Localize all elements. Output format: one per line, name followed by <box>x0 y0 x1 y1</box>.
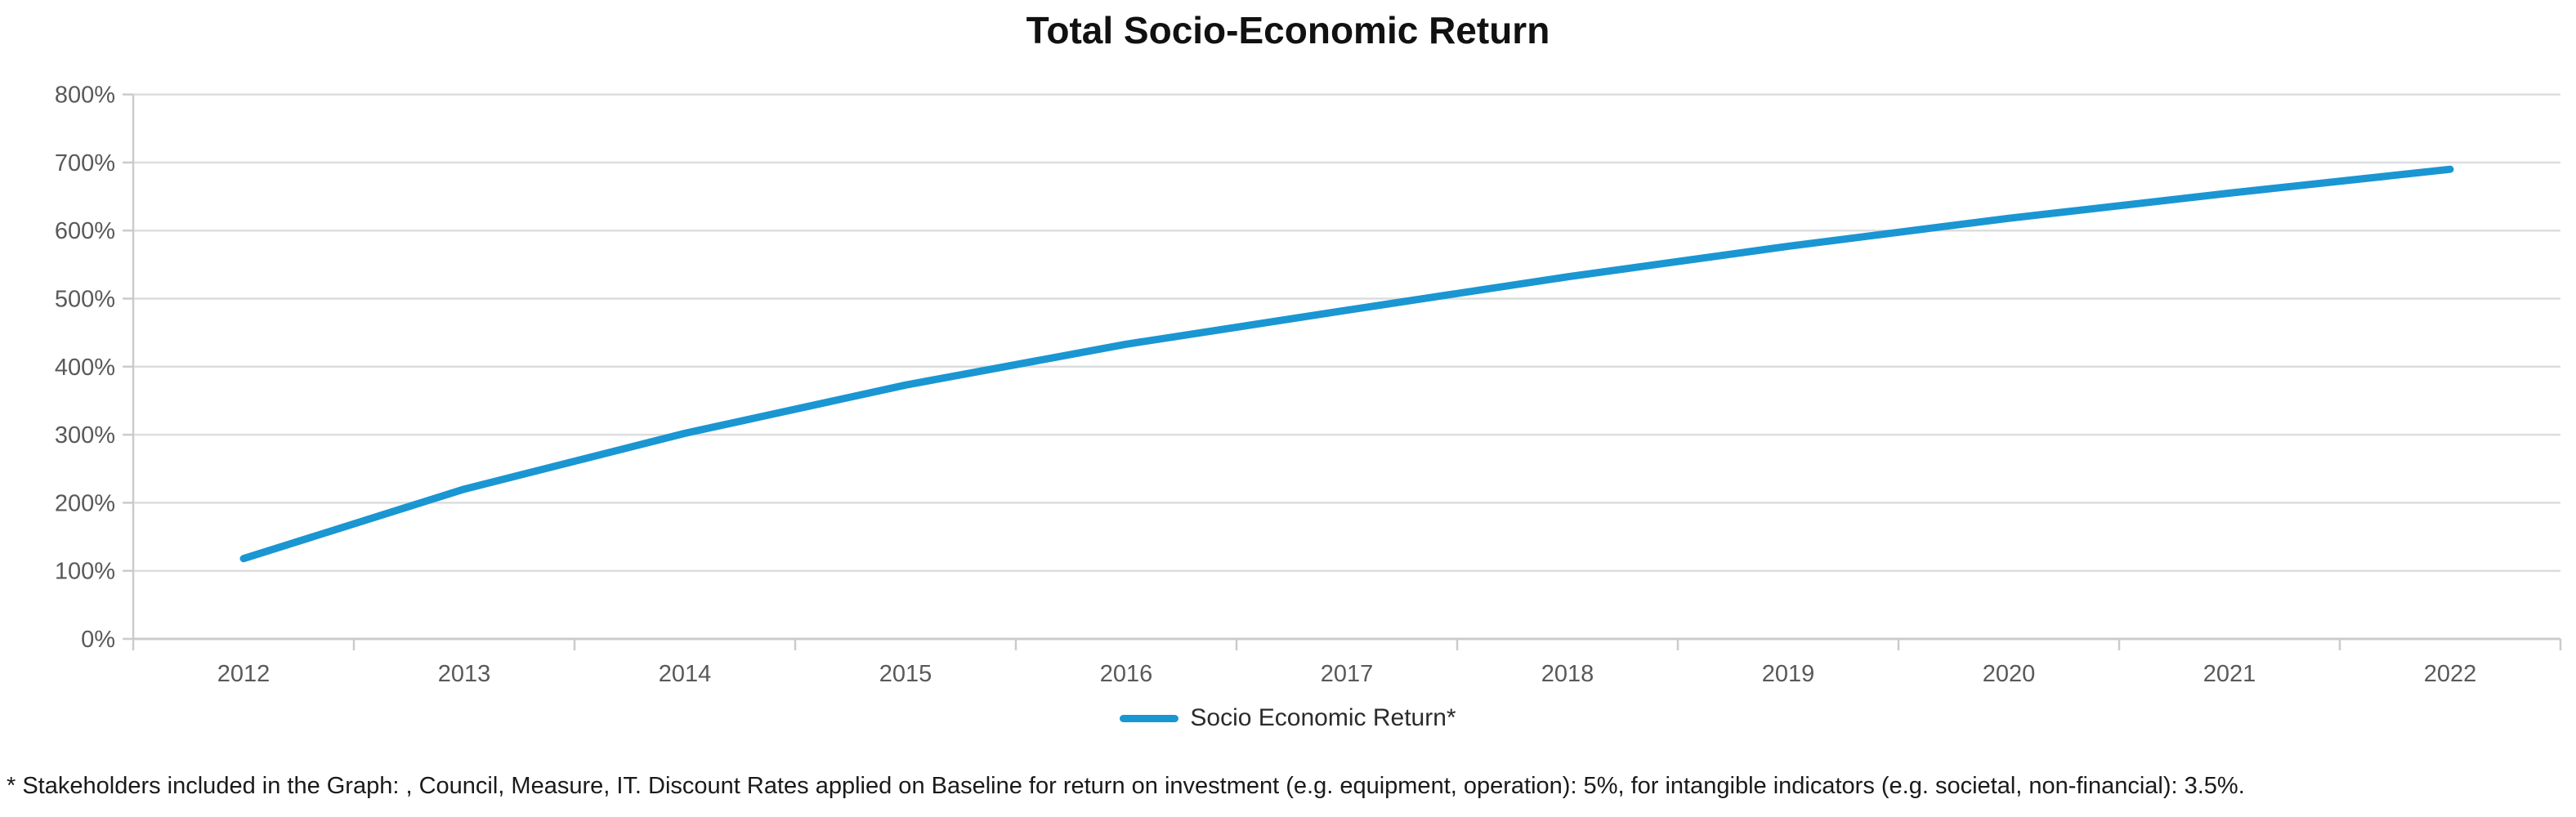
y-axis-label-800: 800% <box>55 83 115 109</box>
x-axis-label-2021: 2021 <box>2203 661 2256 687</box>
series-line-socio-economic-return <box>239 165 2454 563</box>
x-axis-label-2016: 2016 <box>1100 661 1153 687</box>
y-axis-label-0: 0% <box>81 627 115 653</box>
y-axis-label-400: 400% <box>55 355 115 381</box>
x-axis-label-2014: 2014 <box>659 661 712 687</box>
y-axis-label-100: 100% <box>55 559 115 585</box>
x-axis-label-2015: 2015 <box>879 661 932 687</box>
x-axis-label-2013: 2013 <box>438 661 491 687</box>
legend: Socio Economic Return* <box>0 704 2576 732</box>
x-axis-label-2017: 2017 <box>1321 661 1374 687</box>
x-axis-label-2020: 2020 <box>1983 661 2036 687</box>
x-axis-label-2012: 2012 <box>217 661 271 687</box>
y-axis-label-500: 500% <box>55 287 115 313</box>
x-axis-label-2018: 2018 <box>1541 661 1594 687</box>
legend-series-label: Socio Economic Return* <box>1190 704 1456 731</box>
footnote-text: * Stakeholders included in the Graph: , … <box>7 773 2245 799</box>
x-axis-label-2022: 2022 <box>2424 661 2477 687</box>
y-axis-label-300: 300% <box>55 422 115 449</box>
x-axis-label-2019: 2019 <box>1762 661 1815 687</box>
y-axis-label-700: 700% <box>55 150 115 176</box>
legend-line-swatch <box>1120 714 1179 722</box>
y-axis-label-200: 200% <box>55 490 115 516</box>
y-axis-label-600: 600% <box>55 218 115 244</box>
chart-title: Total Socio-Economic Return <box>1026 9 1550 51</box>
